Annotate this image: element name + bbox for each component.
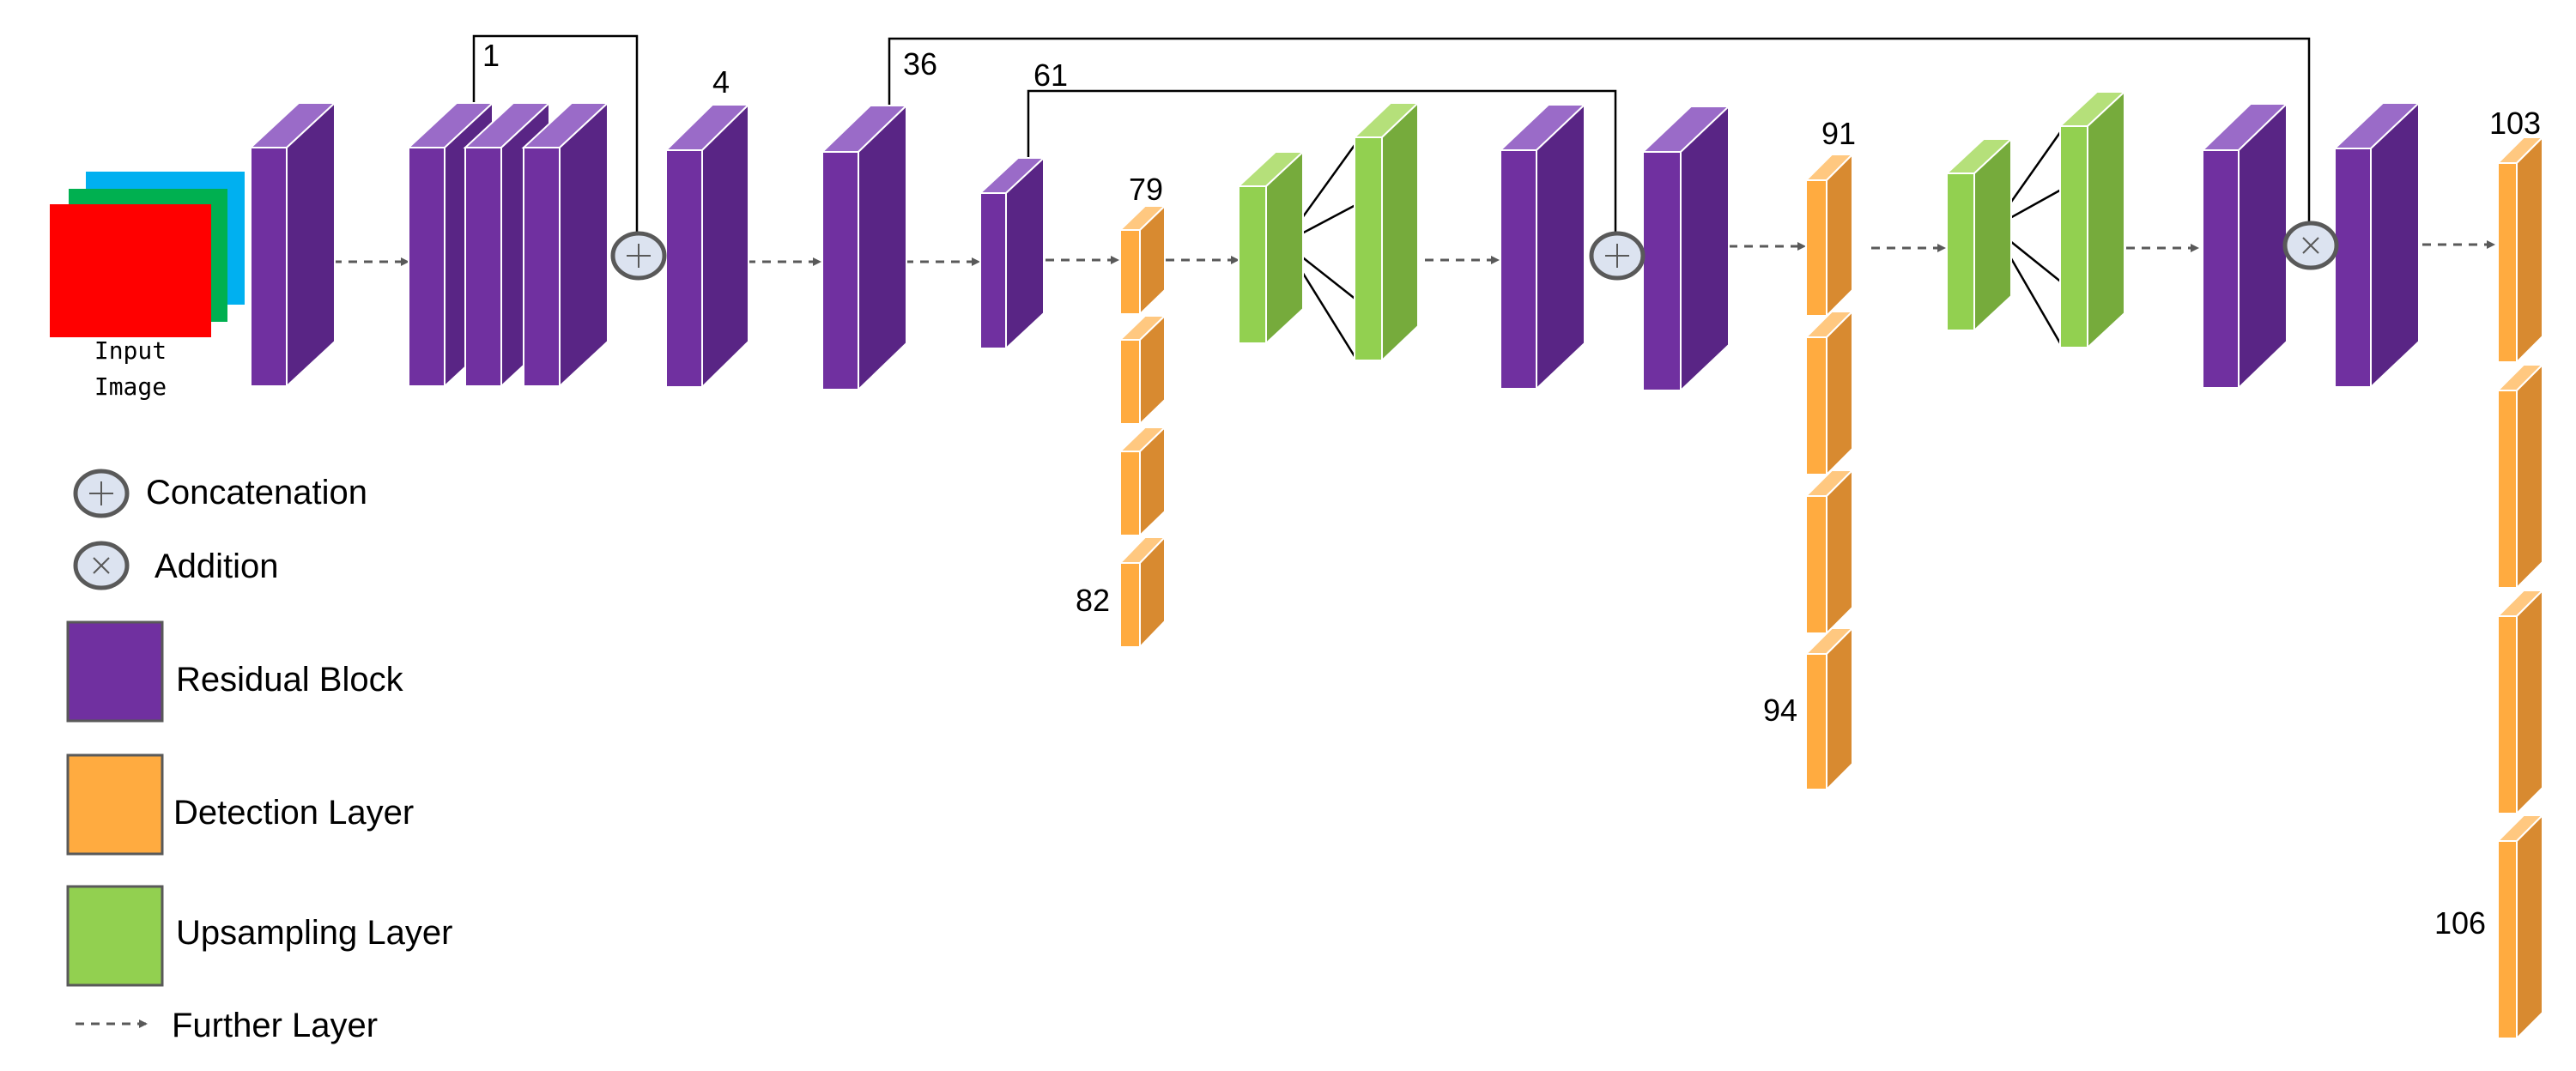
layer-label-79: 79: [1129, 172, 1163, 207]
legend-concatenation-icon: [73, 469, 130, 518]
legend-residual-label: Residual Block: [176, 661, 404, 699]
detection-layer: [1803, 152, 1855, 318]
layer-label-36: 36: [903, 46, 937, 82]
residual-block: [820, 103, 909, 392]
residual-block: [248, 100, 337, 389]
legend-detection-label: Detection Layer: [173, 794, 414, 832]
residual-block: [521, 100, 610, 389]
skip-connections: [472, 34, 2311, 253]
concatenation-op: [1589, 231, 1646, 281]
further-layer-arrows: [333, 240, 2495, 266]
legend-detection-swatch: [66, 753, 164, 856]
layer-labels: 1 4 36 61 79 82 91 94 103 106: [482, 38, 2541, 941]
residual-block: [2332, 100, 2421, 390]
detection-layer: [1118, 313, 1167, 427]
skip-line-layer-36: [888, 37, 2311, 223]
legend: Concatenation Addition Residual Block De…: [66, 469, 452, 1044]
legend-addition-label: Addition: [155, 548, 279, 585]
legend-upsampling-label: Upsampling Layer: [176, 914, 452, 952]
layer-label-106: 106: [2434, 905, 2486, 941]
upsampling-layer: [1944, 136, 2014, 333]
input-image-stack: Input Image: [50, 172, 245, 401]
detection-layer: [1118, 425, 1167, 538]
detection-layer: [1803, 626, 1855, 792]
legend-residual-swatch: [66, 620, 164, 723]
residual-block: [1498, 102, 1587, 391]
input-red-channel: [50, 204, 211, 337]
addition-op: [2282, 221, 2339, 270]
layer-label-91: 91: [1821, 116, 1856, 151]
detection-layer: [2495, 362, 2545, 590]
layer-label-94: 94: [1763, 693, 1797, 728]
detection-layer: [1803, 309, 1855, 477]
residual-block: [978, 155, 1046, 351]
detection-layer: [1803, 468, 1855, 636]
legend-upsampling-swatch: [66, 885, 164, 987]
upsampling-layers: [1236, 89, 2127, 363]
upsampling-layer: [1352, 100, 1421, 363]
detection-layer: [2495, 588, 2545, 816]
detection-layer: [1118, 203, 1167, 317]
legend-concatenation-label: Concatenation: [146, 474, 367, 511]
detection-layer: [1118, 535, 1167, 650]
skip-line-layer-1: [472, 34, 639, 253]
upsampling-layer: [1236, 149, 1306, 346]
input-image-label-line1: Input: [94, 336, 167, 365]
detection-layers: [1118, 135, 2545, 1041]
layer-label-61: 61: [1033, 57, 1068, 93]
residual-block: [1640, 104, 1731, 393]
input-image-label-line2: Image: [94, 372, 167, 401]
detection-layer: [2495, 813, 2545, 1041]
upsampling-layer: [2058, 89, 2127, 350]
legend-further-label: Further Layer: [172, 1007, 378, 1044]
concatenation-op: [610, 231, 667, 281]
layer-label-82: 82: [1076, 583, 1110, 618]
layer-label-103: 103: [2489, 106, 2541, 141]
legend-addition-icon: [73, 541, 130, 590]
residual-blocks: [248, 100, 2421, 393]
layer-label-1: 1: [482, 38, 500, 73]
residual-block: [2200, 101, 2289, 390]
layer-label-4: 4: [712, 64, 730, 100]
detection-layer: [2495, 135, 2545, 365]
residual-block: [664, 102, 751, 390]
skip-line-layer-61: [1027, 89, 1617, 233]
